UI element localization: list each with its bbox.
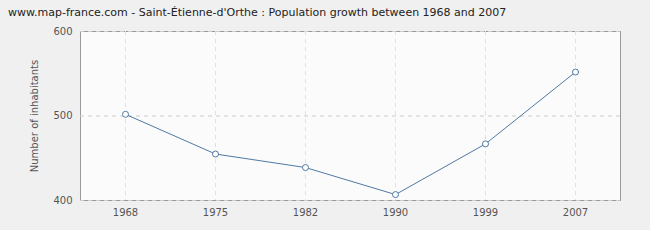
svg-text:600: 600 bbox=[53, 26, 72, 37]
svg-text:1975: 1975 bbox=[203, 207, 228, 218]
svg-text:2007: 2007 bbox=[563, 207, 588, 218]
svg-text:1968: 1968 bbox=[113, 207, 138, 218]
svg-text:Number of inhabitants: Number of inhabitants bbox=[29, 60, 40, 172]
svg-text:1982: 1982 bbox=[293, 207, 318, 218]
svg-text:1999: 1999 bbox=[473, 207, 498, 218]
svg-text:500: 500 bbox=[53, 110, 72, 121]
svg-text:1990: 1990 bbox=[383, 207, 408, 218]
svg-text:400: 400 bbox=[53, 195, 72, 206]
html-text:www.map-france.com - Saint-Éti: www.map-france.com - Saint-Étienne-d'Ort… bbox=[8, 6, 507, 19]
